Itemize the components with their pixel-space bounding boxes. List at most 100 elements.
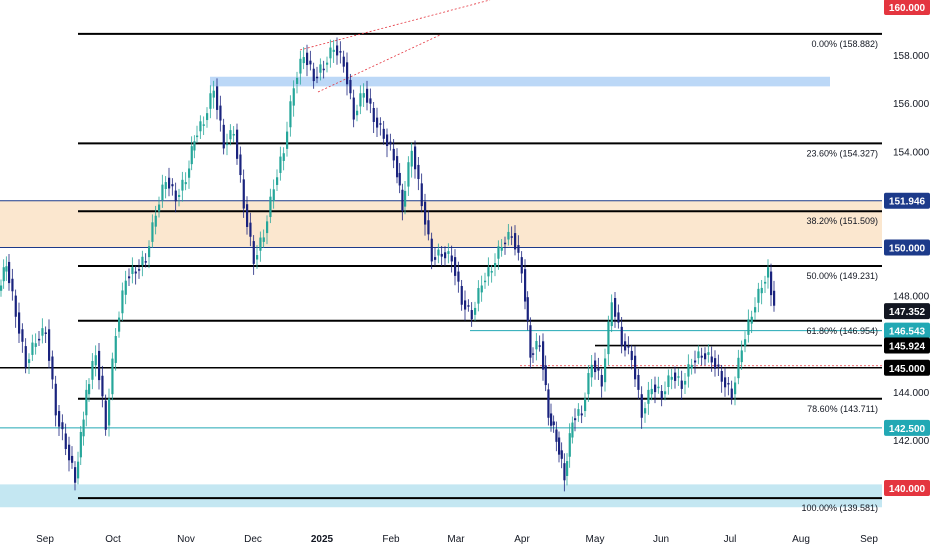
candle-body bbox=[737, 357, 740, 379]
candle-body bbox=[574, 418, 577, 421]
candle-body bbox=[51, 356, 54, 380]
candle-body bbox=[18, 312, 21, 334]
candle-body bbox=[647, 389, 650, 404]
candle-body bbox=[41, 328, 44, 336]
candle-body bbox=[677, 376, 680, 378]
candle-body bbox=[319, 64, 322, 73]
candle-body bbox=[379, 123, 382, 125]
price-badge-label: 145.924 bbox=[889, 342, 926, 353]
candle-body bbox=[24, 346, 27, 368]
candle-body bbox=[346, 62, 349, 85]
candle-body bbox=[517, 245, 520, 253]
candle-body bbox=[697, 351, 700, 359]
candle-body bbox=[2, 267, 5, 282]
candle-body bbox=[168, 177, 171, 189]
zone-band bbox=[0, 200, 882, 248]
candle-body bbox=[657, 386, 660, 389]
candle-body bbox=[11, 278, 14, 292]
candle-body bbox=[577, 409, 580, 416]
candle-body bbox=[282, 153, 285, 161]
candle-body bbox=[322, 68, 325, 71]
candle-body bbox=[467, 305, 470, 307]
candle-body bbox=[104, 400, 107, 430]
candle-body bbox=[694, 360, 697, 363]
fib-level-label: 100.00% (139.581) bbox=[801, 503, 878, 513]
candle-body bbox=[710, 356, 713, 363]
candle-body bbox=[454, 257, 457, 276]
candle-body bbox=[484, 280, 487, 283]
candle-body bbox=[640, 394, 643, 418]
candle-body bbox=[584, 398, 587, 412]
candle-body bbox=[382, 128, 385, 139]
candle-body bbox=[124, 280, 127, 295]
candle-body bbox=[750, 316, 753, 324]
candle-body bbox=[680, 380, 683, 389]
price-badge-label: 151.946 bbox=[889, 197, 926, 208]
candle-body bbox=[580, 413, 583, 416]
x-tick-label: Aug bbox=[792, 534, 810, 545]
candle-body bbox=[487, 267, 490, 277]
candle-body bbox=[637, 374, 640, 390]
candle-body bbox=[352, 97, 355, 120]
y-tick-label: 144.000 bbox=[893, 388, 930, 399]
candle-body bbox=[279, 156, 282, 173]
x-tick-label: Sep bbox=[36, 534, 54, 545]
candle-body bbox=[212, 90, 215, 98]
candle-body bbox=[767, 267, 770, 278]
candle-body bbox=[74, 467, 77, 483]
candle-body bbox=[654, 384, 657, 393]
candle-body bbox=[714, 358, 717, 369]
candle-body bbox=[754, 307, 757, 313]
candle-body bbox=[447, 251, 450, 254]
candle-body bbox=[48, 329, 51, 361]
candle-body bbox=[744, 339, 747, 347]
price-badge bbox=[884, 303, 930, 320]
candle-body bbox=[389, 141, 392, 145]
candle-body bbox=[547, 389, 550, 418]
candle-body bbox=[326, 62, 329, 65]
candle-body bbox=[108, 398, 111, 426]
candle-body bbox=[242, 179, 245, 209]
candle-body bbox=[232, 133, 235, 136]
trend-channel-line bbox=[317, 34, 441, 93]
candle-body bbox=[414, 146, 417, 170]
candle-body bbox=[684, 380, 687, 385]
candle-body bbox=[101, 375, 104, 397]
x-tick-label: Mar bbox=[447, 534, 465, 545]
price-badge-label: 160.000 bbox=[889, 3, 926, 14]
candle-body bbox=[64, 433, 67, 450]
candle-body bbox=[222, 124, 225, 149]
candle-body bbox=[269, 196, 272, 218]
candle-body bbox=[292, 88, 295, 106]
time-axis-panel bbox=[0, 524, 882, 550]
candle-body bbox=[158, 204, 161, 212]
candle-body bbox=[427, 220, 430, 235]
candle-body bbox=[134, 271, 137, 274]
candle-body bbox=[620, 326, 623, 346]
candle-body bbox=[14, 295, 17, 317]
candle-body bbox=[164, 182, 167, 189]
candle-body bbox=[571, 422, 574, 438]
zone-band bbox=[210, 76, 830, 87]
y-tick-label: 154.000 bbox=[893, 147, 930, 158]
candle-body bbox=[555, 429, 558, 442]
candle-body bbox=[329, 47, 332, 59]
candle-body bbox=[597, 367, 600, 371]
candle-body bbox=[558, 437, 561, 455]
candle-body bbox=[477, 288, 480, 304]
candle-body bbox=[740, 350, 743, 363]
candle-body bbox=[332, 49, 335, 52]
candle-body bbox=[229, 130, 232, 140]
candle-body bbox=[430, 238, 433, 262]
candle-body bbox=[206, 113, 209, 121]
candle-body bbox=[627, 346, 630, 348]
candle-body bbox=[500, 247, 503, 251]
y-tick-label: 148.000 bbox=[893, 292, 930, 303]
candle-body bbox=[302, 57, 305, 64]
candle-body bbox=[407, 162, 410, 187]
candle-body bbox=[272, 189, 275, 202]
candle-body bbox=[630, 350, 633, 361]
price-badge-label: 140.000 bbox=[889, 484, 926, 495]
